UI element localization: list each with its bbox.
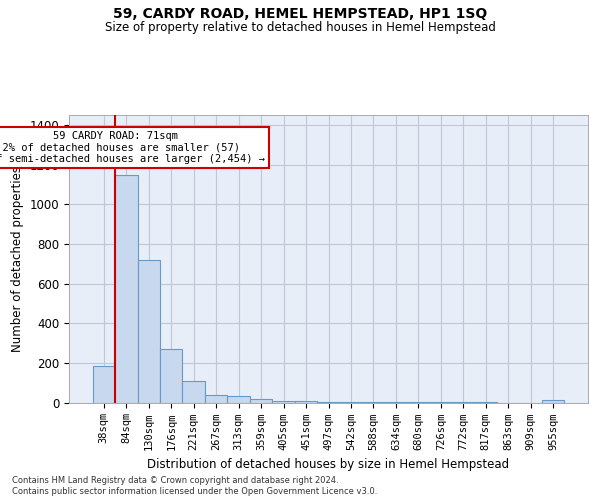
Text: Size of property relative to detached houses in Hemel Hempstead: Size of property relative to detached ho… [104,21,496,34]
Bar [272,400,295,402]
Bar [137,260,160,402]
Text: 59, CARDY ROAD, HEMEL HEMPSTEAD, HP1 1SQ: 59, CARDY ROAD, HEMEL HEMPSTEAD, HP1 1SQ [113,8,487,22]
Text: Contains HM Land Registry data © Crown copyright and database right 2024.: Contains HM Land Registry data © Crown c… [12,476,338,485]
Bar [205,394,227,402]
X-axis label: Distribution of detached houses by size in Hemel Hempstead: Distribution of detached houses by size … [148,458,509,471]
Bar [542,400,565,402]
Bar [92,366,115,403]
Text: Contains public sector information licensed under the Open Government Licence v3: Contains public sector information licen… [12,488,377,496]
Bar [182,380,205,402]
Text: 59 CARDY ROAD: 71sqm
← 2% of detached houses are smaller (57)
98% of semi-detach: 59 CARDY ROAD: 71sqm ← 2% of detached ho… [0,131,265,164]
Bar [115,176,137,402]
Bar [250,399,272,402]
Bar [227,396,250,402]
Bar [160,349,182,403]
Y-axis label: Number of detached properties: Number of detached properties [11,166,24,352]
